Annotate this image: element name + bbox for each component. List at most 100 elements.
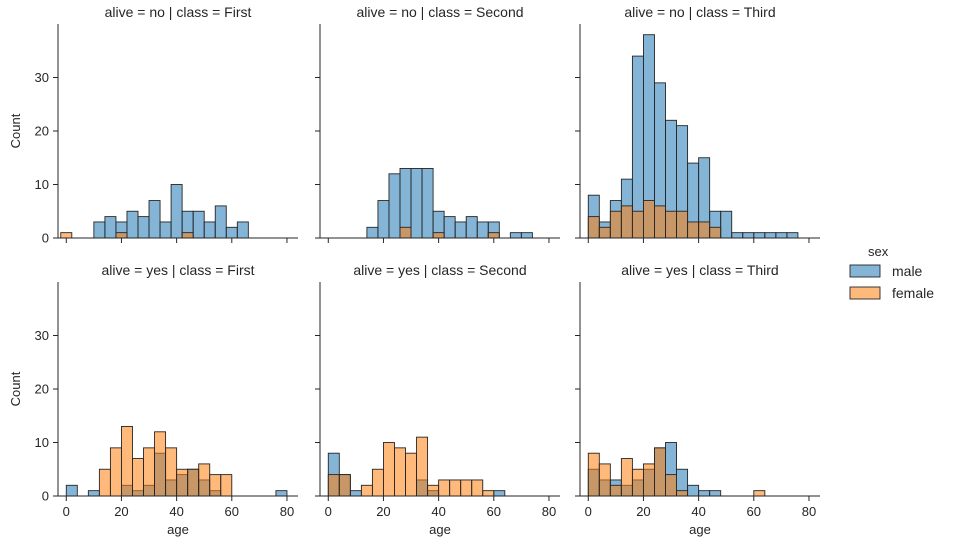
x-tick-label: 60 xyxy=(487,504,501,519)
facet-panel: alive = yes | class = First 0 20 40 60 80 0 10 2… xyxy=(8,262,298,537)
legend-item-female: female xyxy=(849,285,934,301)
legend-title: sex xyxy=(868,244,889,259)
histogram-bar xyxy=(176,468,189,497)
histogram-bar xyxy=(154,431,167,497)
histogram-bar xyxy=(643,463,655,497)
histogram-bar xyxy=(220,474,233,497)
x-tick-label: 60 xyxy=(225,504,239,519)
histogram-bar xyxy=(509,232,522,239)
x-tick-label: 20 xyxy=(636,504,650,519)
histogram-bar xyxy=(654,447,666,497)
histogram-bar xyxy=(742,232,755,239)
series-male xyxy=(93,184,249,239)
histogram-bar xyxy=(126,210,139,239)
histogram-bar xyxy=(753,232,766,239)
histogram-bar xyxy=(410,167,423,239)
histogram-bar xyxy=(388,173,401,239)
histogram-bar xyxy=(416,436,429,497)
histogram-bar xyxy=(143,447,156,497)
histogram-bar xyxy=(60,232,73,239)
histogram-bar xyxy=(192,210,205,239)
histogram-bar xyxy=(137,216,150,239)
histogram-bar xyxy=(775,232,788,239)
histogram-bar xyxy=(198,463,211,497)
histogram-bar xyxy=(764,232,777,239)
facet-panel: alive = no | class = Second xyxy=(315,4,560,243)
histogram-bar xyxy=(487,232,500,239)
histogram-bar xyxy=(482,490,495,497)
histogram-bar xyxy=(327,474,340,497)
facet-title: alive = yes | class = Third xyxy=(621,262,778,278)
histogram-bar xyxy=(203,221,216,239)
histogram-bar xyxy=(643,200,655,239)
histogram-bar xyxy=(465,216,478,239)
y-axis-label: Count xyxy=(8,371,23,406)
histogram-bar xyxy=(631,55,644,239)
y-tick-label: 10 xyxy=(35,435,49,450)
y-axis-label: Count xyxy=(8,113,23,148)
histogram-bar xyxy=(209,474,222,497)
x-axis-label: age xyxy=(689,522,711,537)
histogram-bar xyxy=(421,167,434,239)
histogram-bar xyxy=(665,210,678,239)
histogram-bar xyxy=(709,490,722,497)
facet-title: alive = no | class = Second xyxy=(356,4,523,20)
x-tick-label: 60 xyxy=(747,504,761,519)
histogram-bar xyxy=(631,468,644,497)
series-female xyxy=(587,447,766,497)
histogram-bar xyxy=(338,474,351,497)
histogram-bar xyxy=(443,216,456,239)
histogram-bar xyxy=(587,452,600,497)
histogram-bar xyxy=(181,232,194,239)
histogram-bar xyxy=(377,200,390,239)
histogram-bar xyxy=(394,447,406,497)
histogram-bar xyxy=(427,484,440,497)
facet-panel: alive = no | class = Third xyxy=(575,4,820,243)
legend-item-male: male xyxy=(849,263,923,279)
histogram-bar xyxy=(598,463,611,497)
x-axis-label: age xyxy=(429,522,451,537)
histogram-bar xyxy=(687,221,700,239)
y-tick-label: 0 xyxy=(42,489,49,504)
series-male xyxy=(587,34,799,239)
histogram-bar xyxy=(698,221,711,239)
y-tick-label: 0 xyxy=(42,231,49,246)
histogram-bar xyxy=(87,490,100,497)
facet-panel: alive = yes | class = Second 0 20 40 60 80 age xyxy=(315,262,560,537)
histogram-bar xyxy=(405,452,417,497)
facet-title: alive = yes | class = Second xyxy=(353,262,526,278)
series-female xyxy=(98,426,233,497)
histogram-bar xyxy=(476,221,489,239)
histogram-bar xyxy=(159,221,172,239)
histogram-bar xyxy=(109,447,122,497)
histogram-bar xyxy=(214,205,227,239)
legend-label: male xyxy=(892,263,923,279)
legend: sex male female xyxy=(849,244,934,301)
histogram-bar xyxy=(432,232,445,239)
x-tick-label: 40 xyxy=(691,504,705,519)
y-tick-label: 20 xyxy=(35,124,49,139)
histogram-bar xyxy=(609,484,622,497)
histogram-bar xyxy=(438,479,451,497)
legend-swatch xyxy=(849,286,881,300)
x-tick-label: 20 xyxy=(114,504,128,519)
y-tick-label: 30 xyxy=(35,70,49,85)
histogram-bar xyxy=(609,210,622,239)
facet-title: alive = no | class = Third xyxy=(624,4,775,20)
histogram-bar xyxy=(383,442,395,497)
histogram-bar xyxy=(120,426,133,497)
histogram-bar xyxy=(654,205,666,239)
histogram-bar xyxy=(720,210,733,239)
x-tick-label: 80 xyxy=(802,504,816,519)
x-tick-label: 40 xyxy=(169,504,183,519)
x-tick-label: 80 xyxy=(280,504,294,519)
facet-panels: alive = no | class = First0102030Countal… xyxy=(8,4,820,537)
histogram-bar xyxy=(132,458,144,497)
legend-label: female xyxy=(892,285,934,301)
x-axis-label: age xyxy=(167,522,189,537)
histogram-bar xyxy=(148,200,161,239)
facet-panel: alive = yes | class = Third 0 20 40 60 80 age xyxy=(575,262,820,537)
histogram-bar xyxy=(225,226,238,239)
histogram-bar xyxy=(620,458,633,497)
